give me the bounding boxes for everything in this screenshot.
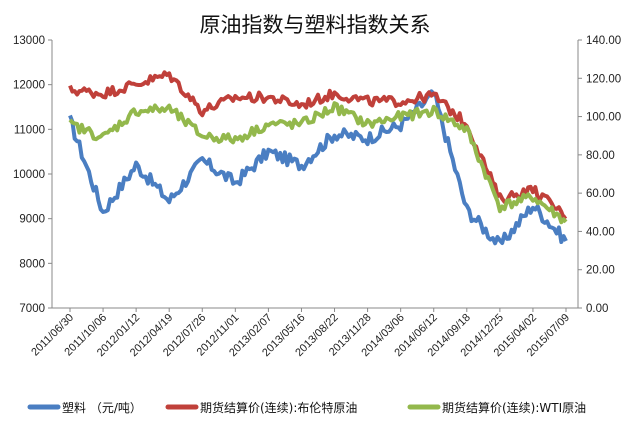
right-axis-ticks: 0.00 20.00 40.00 60.00 80.00 100.00 120.00 140.… [578,35,621,315]
x-axis-ticks: 2011/06/302011/10/062012/01/122012/04/19… [29,308,572,359]
right-tick-label: 60.00 [586,188,615,200]
left-tick-label: 7000 [19,303,45,315]
legend-label-wti: 期货结算价(连续):WTI原油 [442,400,586,415]
left-axis-ticks: 7000 8000 9000 10000 11000 12000 13000 [13,35,52,315]
legend: 塑料 （元/吨） 期货结算价(连续):布伦特原油 期货结算价(连续):WTI原油 [27,400,586,415]
legend-item-brent: 期货结算价(连续):布伦特原油 [165,400,357,415]
right-tick-label: 20.00 [586,265,615,277]
left-tick-label: 12000 [13,80,45,92]
left-tick-label: 13000 [13,35,45,47]
right-tick-label: 0.00 [586,303,608,315]
left-tick-label: 10000 [13,169,45,181]
left-tick-label: 11000 [14,124,45,136]
series-line-0 [68,89,568,246]
right-tick-label: 140.00 [586,35,621,47]
left-tick-label: 9000 [19,214,45,226]
right-tick-label: 100.00 [586,112,621,124]
series-lines [68,70,568,246]
chart-title: 原油指数与塑料指数关系 [200,13,431,37]
right-tick-label: 80.00 [586,150,615,162]
left-tick-label: 8000 [19,258,45,270]
right-tick-label: 120.00 [586,73,621,85]
series-line-1 [68,70,568,220]
right-tick-label: 40.00 [586,226,615,238]
legend-item-plastic: 塑料 （元/吨） [27,400,142,415]
legend-label-plastic: 塑料 （元/吨） [62,400,142,415]
series-line-2 [68,101,568,225]
legend-item-wti: 期货结算价(连续):WTI原油 [407,400,586,415]
legend-label-brent: 期货结算价(连续):布伦特原油 [200,400,357,415]
